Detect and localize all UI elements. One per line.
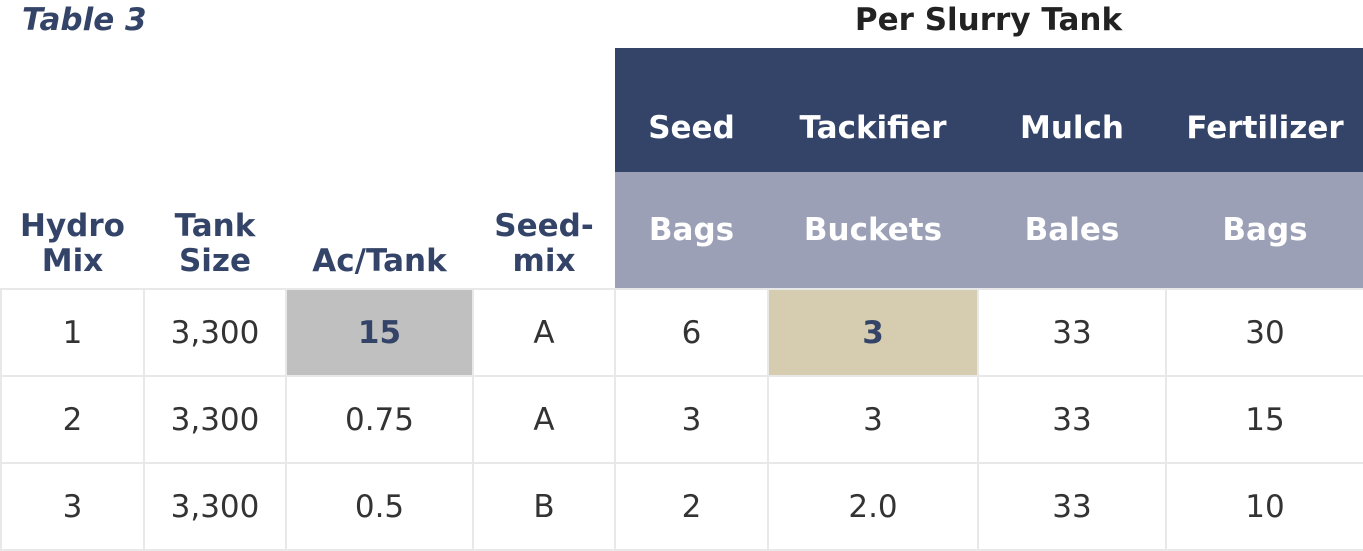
- header-hydro-mix: Hydro Mix: [20, 208, 125, 279]
- cell-ac-tank: 0.5: [285, 462, 474, 551]
- table-row: 1 3,300 15 A 6 3 33 30: [0, 288, 1363, 377]
- table-label: Table 3: [22, 2, 147, 38]
- cell-seed-mix: A: [472, 288, 616, 377]
- table-row: 2 3,300 0.75 A 3 3 33 15: [0, 375, 1363, 464]
- cell-ac-tank-highlight: 15: [285, 288, 474, 377]
- cell-tackifier-buckets: 3: [767, 375, 979, 464]
- cell-mulch-bales: 33: [977, 375, 1167, 464]
- cell-seed-bags: 6: [614, 288, 769, 377]
- table-row: 3 3,300 0.5 B 2 2.0 33 10: [0, 462, 1363, 551]
- header-seed: Seed: [615, 48, 768, 172]
- cell-fertilizer-bags: 10: [1165, 462, 1363, 551]
- cell-tackifier-highlight: 3: [767, 288, 979, 377]
- unit-mulch-bales: Bales: [978, 172, 1166, 289]
- cell-seed-bags: 3: [614, 375, 769, 464]
- header-mulch: Mulch: [978, 48, 1166, 172]
- cell-fertilizer-bags: 30: [1165, 288, 1363, 377]
- header-tackifier: Tackifier: [768, 48, 978, 172]
- cell-tank-size: 3,300: [143, 375, 287, 464]
- unit-tackifier-buckets: Buckets: [768, 172, 978, 289]
- cell-hydro-mix: 1: [0, 288, 145, 377]
- header-ac-tank: Ac/Tank: [312, 243, 447, 279]
- unit-fertilizer-bags: Bags: [1166, 172, 1363, 289]
- cell-fertilizer-bags: 15: [1165, 375, 1363, 464]
- unit-seed-bags: Bags: [615, 172, 768, 289]
- cell-mulch-bales: 33: [977, 462, 1167, 551]
- header-spacer: [1, 48, 615, 172]
- header-row-units: Hydro Mix Tank Size Ac/Tank Seed- mix Ba…: [1, 172, 1363, 289]
- cell-seed-mix: A: [472, 375, 616, 464]
- cell-tank-size: 3,300: [143, 462, 287, 551]
- cell-seed-bags: 2: [614, 462, 769, 551]
- header-row-groups: Seed Tackifier Mulch Fertilizer: [1, 48, 1363, 172]
- header-tank-size: Tank Size: [174, 208, 256, 279]
- header-fertilizer: Fertilizer: [1166, 48, 1363, 172]
- cell-seed-mix: B: [472, 462, 616, 551]
- group-title-per-slurry-tank: Per Slurry Tank: [854, 2, 1123, 38]
- cell-mulch-bales: 33: [977, 288, 1167, 377]
- cell-tank-size: 3,300: [143, 288, 287, 377]
- hydro-mix-table: Seed Tackifier Mulch Fertilizer Hydro Mi…: [0, 48, 1363, 551]
- cell-ac-tank: 0.75: [285, 375, 474, 464]
- cell-hydro-mix: 2: [0, 375, 145, 464]
- header-seed-mix: Seed- mix: [494, 208, 594, 279]
- cell-tackifier-buckets: 2.0: [767, 462, 979, 551]
- cell-hydro-mix: 3: [0, 462, 145, 551]
